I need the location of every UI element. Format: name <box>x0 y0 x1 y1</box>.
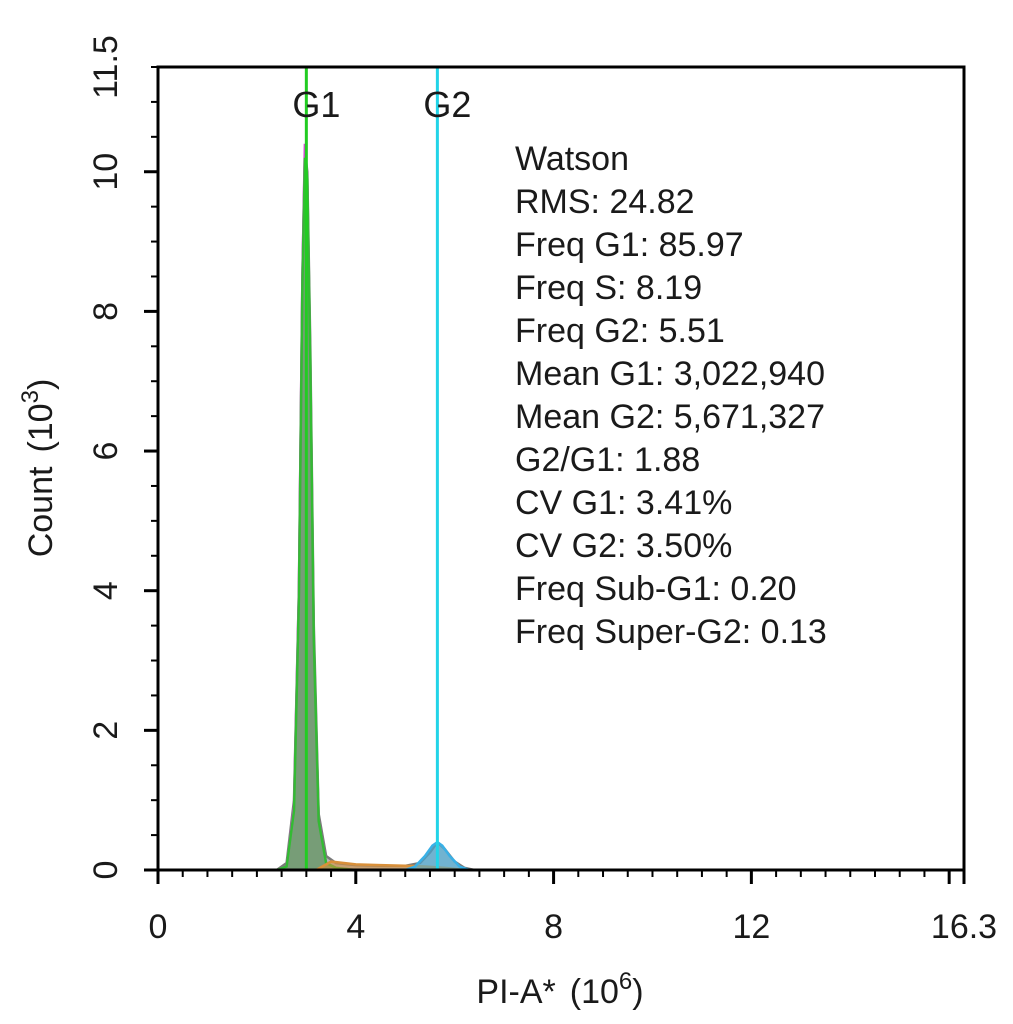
y-axis-title: Count (103) <box>17 379 60 558</box>
y-axis-unit-close: ) <box>22 379 60 390</box>
stat-line: CV G2: 3.50% <box>515 527 732 565</box>
stat-line: Freq G2: 5.51 <box>515 312 725 350</box>
y-tick-label: 4 <box>87 581 125 600</box>
y-axis-unit-base: (10 <box>22 403 60 452</box>
x-axis-unit-close: ) <box>632 973 643 1011</box>
x-tick-label: 16.3 <box>931 908 997 946</box>
x-axis-unit-base: (10 <box>570 973 619 1011</box>
stats-box: Watson RMS: 24.82 Freq G1: 85.97 Freq S: 8.… <box>515 140 827 651</box>
y-axis-unit-exp: 3 <box>17 390 44 403</box>
y-tick-label: 11.5 <box>87 35 125 99</box>
y-tick-label: 8 <box>87 302 125 321</box>
stat-line: Freq G1: 85.97 <box>515 226 744 264</box>
x-axis-label: PI-A* <box>476 973 555 1011</box>
x-axis-title: PI-A* (106) <box>476 968 643 1011</box>
stat-line: G2/G1: 1.88 <box>515 441 700 479</box>
x-axis: 0 4 8 12 16.3 <box>149 870 997 946</box>
plot-frame <box>156 65 966 872</box>
stat-line: Freq S: 8.19 <box>515 269 702 307</box>
marker-g2-label: G2 <box>423 84 471 125</box>
stat-line: Mean G1: 3,022,940 <box>515 355 825 393</box>
y-tick-label: 0 <box>87 861 125 880</box>
stat-line: Mean G2: 5,671,327 <box>515 398 825 436</box>
stat-line: Freq Sub-G1: 0.20 <box>515 570 797 608</box>
stat-line: Freq Super-G2: 0.13 <box>515 613 827 651</box>
stat-line: CV G1: 3.41% <box>515 484 732 522</box>
stat-line: RMS: 24.82 <box>515 183 695 221</box>
x-tick-label: 8 <box>544 908 563 946</box>
y-axis: 0 2 4 6 8 10 11.5 <box>87 35 158 879</box>
stat-line: Watson <box>515 140 629 178</box>
marker-layer: G1 G2 <box>292 67 471 870</box>
x-tick-label: 0 <box>149 908 168 946</box>
x-axis-unit-exp: 6 <box>619 968 632 995</box>
y-tick-label: 10 <box>87 153 125 191</box>
x-tick-label: 4 <box>346 908 365 946</box>
y-axis-label: Count <box>22 466 60 557</box>
y-tick-label: 2 <box>87 721 125 740</box>
marker-g1-label: G1 <box>292 84 340 125</box>
y-tick-label: 6 <box>87 442 125 461</box>
x-tick-label: 12 <box>732 908 770 946</box>
